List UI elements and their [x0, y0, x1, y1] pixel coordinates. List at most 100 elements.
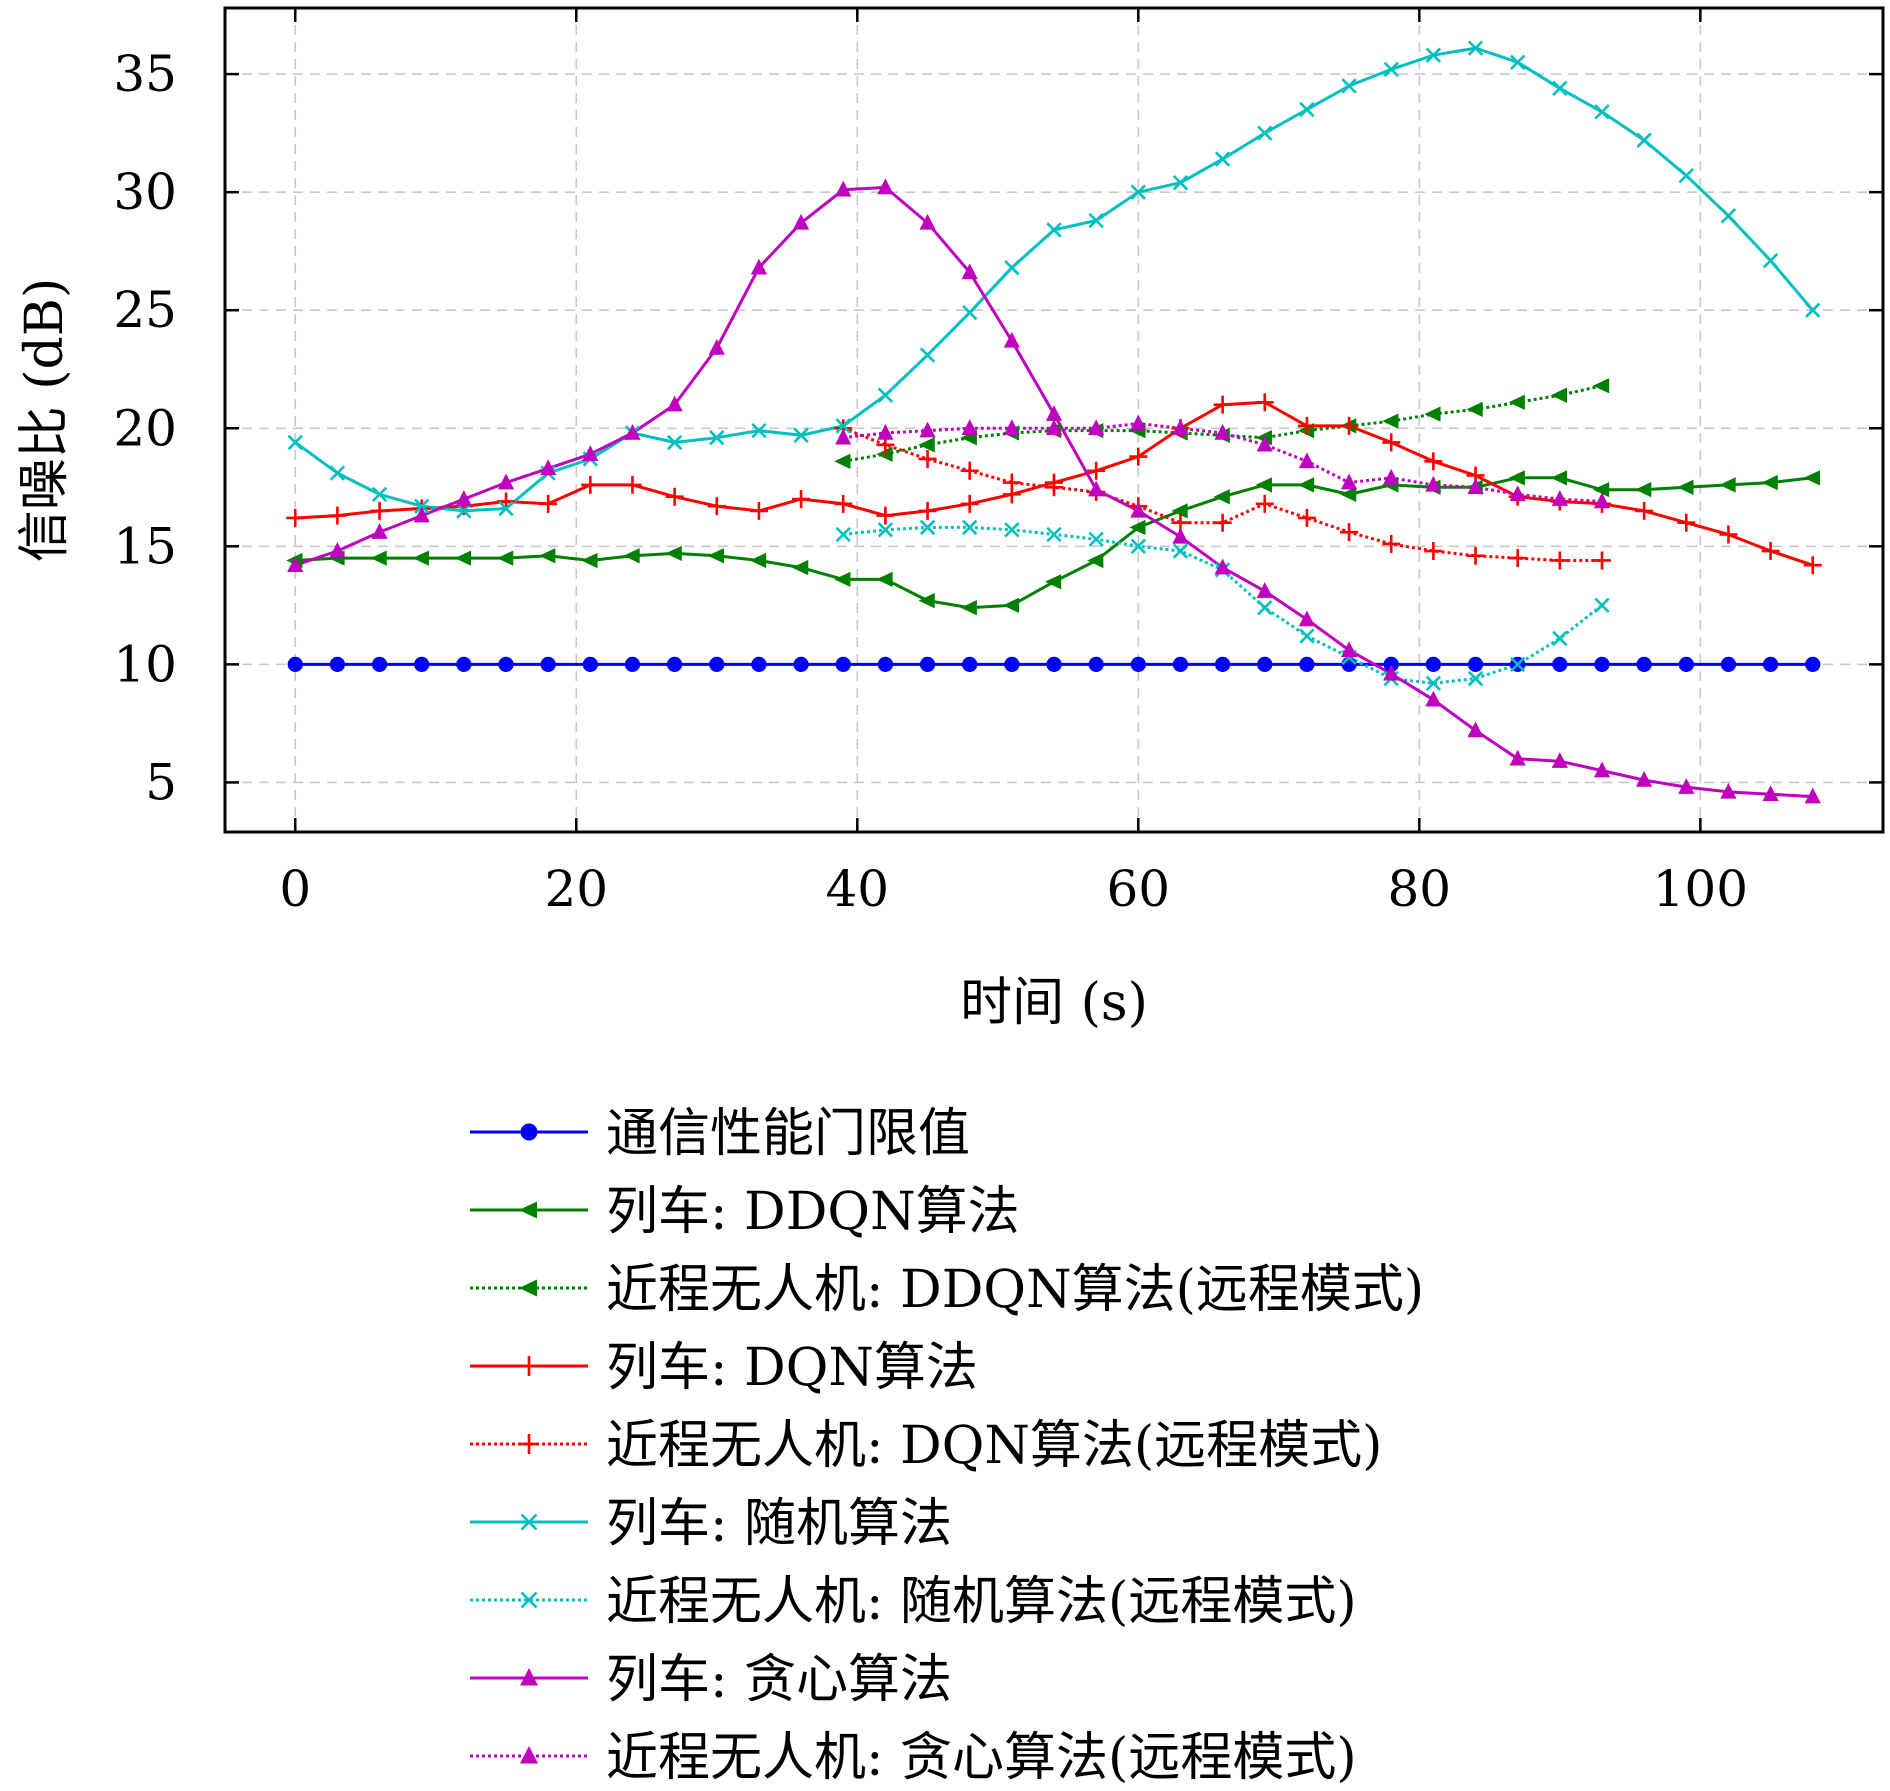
series-8-point — [1509, 485, 1526, 502]
series-1-point — [1087, 552, 1104, 569]
series-0-point — [751, 656, 767, 673]
series-1-point — [960, 600, 977, 616]
series-line-5 — [294, 46, 1814, 513]
series-6-point — [1425, 675, 1442, 691]
series-7-point — [540, 459, 557, 476]
series-8-point — [1298, 452, 1316, 469]
series-0-point — [666, 656, 683, 673]
series-8-point — [877, 423, 894, 440]
series-0-point — [624, 656, 641, 673]
series-0-point — [1678, 656, 1694, 673]
series-3-point — [1340, 416, 1359, 435]
series-5-point — [456, 503, 472, 519]
series-3-point — [834, 494, 853, 513]
series-0-point — [1046, 656, 1062, 673]
series-7-point — [413, 506, 430, 523]
marker-layer — [286, 40, 1822, 804]
series-0-point — [1425, 656, 1442, 673]
x-tick-label: 40 — [825, 860, 889, 918]
series-4-point — [1255, 494, 1274, 513]
series-5-point — [1467, 40, 1484, 56]
series-0-point — [371, 656, 388, 673]
series-5-point — [1172, 175, 1189, 191]
series-2-point — [876, 446, 893, 462]
series-6-point — [835, 526, 851, 543]
series-3-point — [665, 487, 684, 506]
series-5-point — [751, 422, 767, 439]
legend-marker-0 — [520, 1123, 538, 1141]
series-3-point — [876, 506, 895, 525]
series-5-point — [877, 387, 894, 403]
y-axis-label: 信噪比 (dB) — [15, 278, 75, 563]
series-1-point — [412, 550, 429, 566]
series-3-point — [1719, 525, 1738, 544]
series-5-point — [709, 430, 725, 446]
series-0-point — [1004, 656, 1020, 673]
tick-layer: 0 20 40 60 80 100 5 10 15 20 25 30 35 — [113, 8, 1883, 918]
series-7-point — [1804, 787, 1821, 804]
series-0-point — [835, 656, 851, 673]
series-7-point — [1720, 782, 1737, 799]
series-7-point — [1214, 558, 1231, 575]
series-4-point — [1382, 534, 1401, 553]
legend-marker-8 — [520, 1746, 538, 1764]
series-6-point — [1467, 670, 1484, 687]
series-7-point — [287, 556, 304, 572]
series-1-point — [665, 545, 682, 562]
series-0-point — [1762, 656, 1779, 673]
series-7-point — [1593, 761, 1611, 778]
series-5-point — [962, 304, 978, 321]
series-5-point — [1762, 252, 1779, 269]
series-5-point — [1636, 132, 1652, 148]
series-6-point — [1172, 543, 1189, 559]
series-5-point — [498, 500, 514, 517]
series-1-point — [1677, 479, 1694, 495]
series-3-point — [1677, 513, 1696, 532]
series-4-point — [1508, 549, 1527, 568]
series-0-point — [709, 656, 725, 673]
series-5-point — [1594, 104, 1610, 120]
series-0-point — [1214, 656, 1231, 673]
series-1-point — [1803, 470, 1820, 486]
series-1-point — [918, 592, 935, 609]
series-2-point — [1466, 401, 1483, 418]
series-6-point — [962, 519, 978, 536]
series-7-point — [1636, 771, 1653, 787]
legend-entry-label-6: 近程无人机: 随机算法(远程模式) — [606, 1572, 1357, 1632]
series-0-point — [1805, 656, 1821, 673]
series-3-point — [1255, 393, 1274, 412]
series-5-point — [1425, 47, 1442, 63]
series-8-point — [919, 421, 936, 438]
series-0-point — [1552, 656, 1568, 673]
series-3-point — [328, 506, 347, 525]
y-tick-label: 30 — [113, 163, 177, 221]
series-0-point — [1172, 656, 1189, 673]
series-7-point — [1340, 641, 1358, 657]
series-0-point — [962, 656, 978, 673]
series-4-point — [1045, 478, 1063, 497]
series-3-point — [749, 501, 768, 520]
series-1-point — [876, 571, 893, 588]
series-0-point — [1257, 656, 1273, 673]
x-tick-label: 60 — [1106, 860, 1170, 918]
series-3-point — [1213, 395, 1232, 414]
series-8-point — [1214, 423, 1231, 440]
series-3-point — [1635, 501, 1654, 520]
series-line-1 — [295, 476, 1813, 610]
series-3-point — [581, 475, 600, 494]
legend-entry-label-7: 列车: 贪心算法 — [606, 1650, 952, 1710]
series-4-point — [918, 449, 937, 468]
series-5-point — [1214, 151, 1231, 167]
series-0-point — [1594, 656, 1610, 673]
series-4-point — [1592, 551, 1611, 570]
series-7-point — [750, 258, 768, 275]
series-7-point — [792, 213, 810, 230]
series-6-point — [1088, 531, 1104, 547]
legend-entry-label-2: 近程无人机: DDQN算法(远程模式) — [606, 1260, 1424, 1320]
series-0-point — [414, 656, 430, 673]
series-5-point — [666, 434, 683, 451]
legend-entry-label-8: 近程无人机: 贪心算法(远程模式) — [606, 1728, 1357, 1786]
series-7-point — [1509, 749, 1526, 766]
series-0-point — [1299, 656, 1315, 673]
